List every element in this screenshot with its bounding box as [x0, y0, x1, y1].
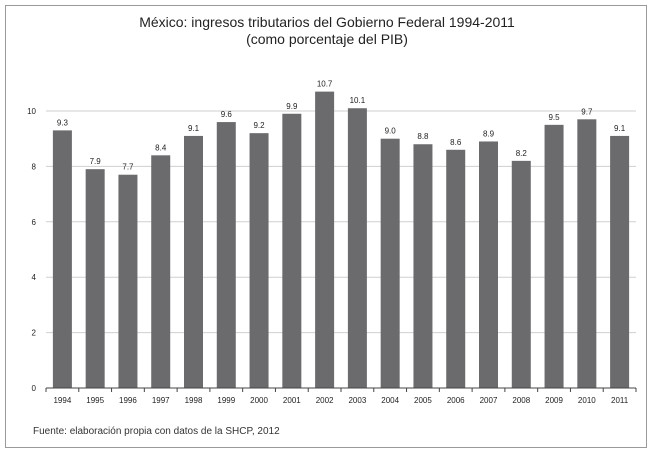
bar [315, 91, 335, 389]
bar [610, 135, 630, 388]
bar [413, 144, 433, 388]
bar [52, 130, 72, 388]
bar-value-label: 9.7 [581, 107, 593, 116]
bar-value-label: 8.8 [417, 132, 429, 141]
x-tick-label: 2004 [381, 396, 399, 405]
x-tick-label: 2007 [480, 396, 498, 405]
bar-value-label: 9.1 [188, 124, 200, 133]
bar-value-label: 9.9 [286, 102, 298, 111]
y-tick-label: 2 [32, 329, 37, 338]
x-tick-label: 2000 [250, 396, 268, 405]
bar-value-label: 9.1 [614, 124, 626, 133]
x-tick-label: 2008 [512, 396, 530, 405]
bar [544, 124, 564, 388]
bar-value-label: 9.0 [385, 127, 397, 136]
x-tick-label: 2009 [545, 396, 563, 405]
x-tick-label: 1995 [86, 396, 104, 405]
bar-value-label: 7.9 [90, 157, 102, 166]
bar-value-label: 9.3 [57, 118, 69, 127]
bar [282, 113, 302, 389]
y-tick-label: 0 [32, 384, 37, 393]
bar [216, 122, 236, 388]
y-tick-label: 8 [32, 162, 37, 171]
bar-value-label: 8.2 [516, 149, 528, 158]
bar [446, 149, 466, 388]
bar-chart: 0 2 4 6 8 10 9.3 1994 7.9 1995 7.7 1996 8.4 1997 9.1 19… [27, 80, 637, 405]
x-tick-label: 1994 [53, 396, 71, 405]
bar-value-label: 8.6 [450, 138, 462, 147]
y-tick-label: 4 [32, 273, 37, 282]
bar-value-label: 7.7 [122, 163, 134, 172]
bar-value-label: 9.5 [548, 113, 560, 122]
x-tick-label: 2002 [316, 396, 334, 405]
y-tick-label: 10 [27, 107, 36, 116]
x-tick-label: 2006 [447, 396, 465, 405]
bar-value-label: 9.6 [221, 110, 233, 119]
bar [577, 119, 597, 388]
bar [249, 133, 269, 388]
source-note: Fuente: elaboración propia con datos de … [33, 426, 280, 437]
bar-value-label: 10.7 [317, 80, 333, 89]
bar-value-label: 8.4 [155, 143, 167, 152]
x-tick-label: 1999 [217, 396, 235, 405]
bar [151, 155, 171, 388]
bar-value-label: 8.9 [483, 129, 495, 138]
x-tick-label: 2011 [611, 396, 629, 405]
bar [511, 160, 531, 388]
chart-subtitle: (como porcentaje del PIB) [246, 31, 408, 47]
bar-value-label: 10.1 [350, 96, 366, 105]
x-tick-label: 1998 [185, 396, 203, 405]
bar [85, 169, 105, 388]
x-tick-label: 1997 [152, 396, 170, 405]
x-tick-label: 2005 [414, 396, 432, 405]
bar [347, 108, 367, 388]
bar [118, 174, 138, 388]
x-tick-label: 2003 [348, 396, 366, 405]
bar [184, 135, 203, 388]
chart-title-line: México: ingresos tributarios del Gobiern… [139, 14, 515, 30]
bar-value-label: 9.2 [253, 121, 265, 130]
y-tick-label: 6 [32, 218, 37, 227]
x-tick-label: 2001 [283, 396, 301, 405]
bar [380, 138, 400, 388]
bar [479, 141, 498, 388]
chart-title: México: ingresos tributarios del Gobiern… [0, 14, 654, 48]
x-tick-label: 2010 [578, 396, 596, 405]
x-tick-label: 1996 [119, 396, 137, 405]
